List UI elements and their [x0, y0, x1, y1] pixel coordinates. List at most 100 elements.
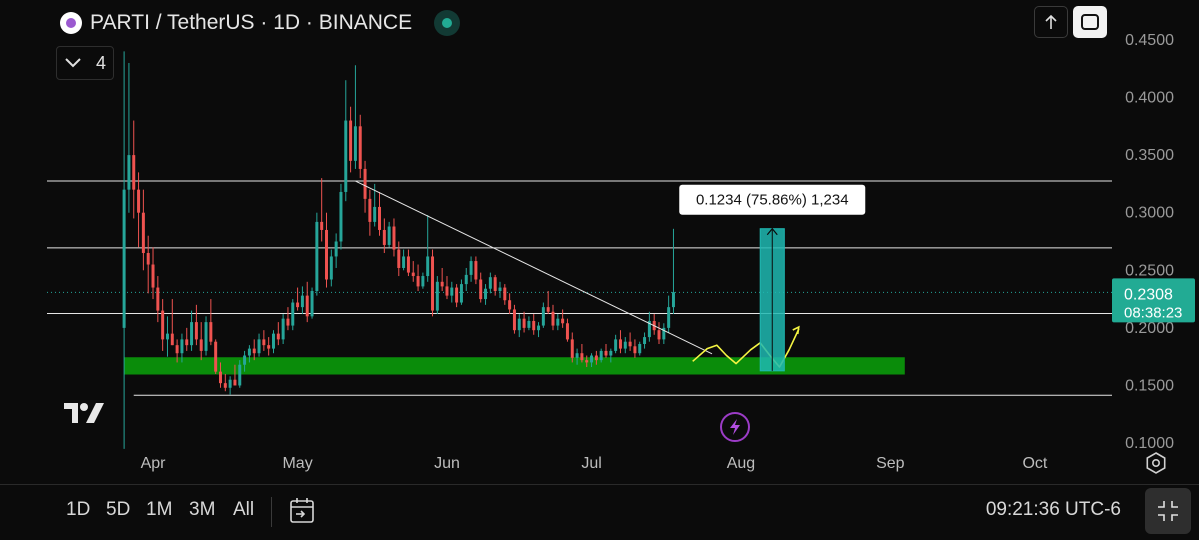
candle	[421, 272, 425, 289]
candle-body	[474, 261, 478, 280]
candle-body	[296, 302, 300, 308]
candle	[671, 228, 675, 315]
candle-body	[570, 339, 574, 358]
candle	[137, 172, 141, 248]
candle-body	[633, 346, 637, 354]
candle	[315, 212, 319, 296]
indicators-toggle[interactable]: 4	[56, 46, 114, 80]
candle-body	[291, 302, 295, 326]
candle-body	[459, 284, 463, 303]
support-zone[interactable]	[124, 357, 905, 375]
range-all-button[interactable]: All	[233, 499, 255, 520]
candle	[565, 318, 569, 342]
last-price-tag-bg	[1112, 278, 1195, 323]
candle-body	[349, 120, 353, 161]
candle	[243, 350, 247, 372]
candle	[252, 339, 256, 361]
symbol-title[interactable]: PARTI / TetherUS · 1D · BINANCE	[90, 11, 413, 34]
candle-body	[218, 371, 222, 384]
candle	[406, 249, 410, 277]
candle-body	[402, 256, 406, 268]
candle-body	[165, 333, 169, 340]
symbol-header[interactable]: PARTI / TetherUS · 1D · BINANCE	[60, 8, 461, 38]
candle	[300, 286, 304, 315]
chart-area[interactable]: 0.1234 (75.86%) 1,234 0.4500 0.4000 0.3500…	[0, 0, 1199, 484]
candle	[353, 65, 357, 169]
candle-body	[484, 288, 488, 300]
candle	[484, 284, 488, 305]
candle	[281, 314, 285, 344]
candle	[296, 287, 300, 311]
candle	[541, 302, 545, 328]
candle-body	[397, 249, 401, 268]
candle-body	[421, 276, 425, 287]
candle-body	[643, 337, 647, 344]
candle	[503, 284, 507, 305]
exit-fullscreen-button[interactable]	[1145, 488, 1191, 534]
candle	[643, 332, 647, 349]
candle	[392, 218, 396, 257]
bar-countdown: 08:38:23	[1124, 304, 1182, 321]
candle-body	[238, 364, 242, 386]
candle-body	[252, 348, 256, 354]
rotate-screen-button[interactable]	[1073, 6, 1107, 38]
candle	[310, 287, 314, 319]
candle	[291, 299, 295, 331]
lightning-icon[interactable]	[720, 412, 750, 442]
candle-body	[599, 350, 603, 361]
candle-body	[305, 295, 309, 317]
price-chart[interactable]: 0.1234 (75.86%) 1,234 0.4500 0.4000 0.3500…	[0, 0, 1199, 484]
chart-settings-button[interactable]	[1144, 451, 1168, 475]
candle	[455, 284, 459, 308]
candle-body	[382, 229, 386, 245]
range-label-text: 0.1234 (75.86%) 1,234	[696, 192, 849, 209]
candle-body	[209, 322, 213, 342]
candle	[435, 276, 439, 315]
candle-body	[141, 212, 145, 254]
candle-body	[358, 126, 362, 169]
candle-body	[455, 287, 459, 303]
candle-body	[127, 155, 131, 190]
candle	[214, 339, 218, 374]
candle-body	[190, 322, 194, 346]
candle-body	[623, 341, 627, 349]
candle	[233, 364, 237, 386]
y-axis-tick-label: 0.3000	[1125, 205, 1174, 222]
candle-body	[368, 198, 372, 222]
candle	[267, 337, 271, 356]
candle-body	[199, 339, 203, 351]
candle	[387, 221, 391, 248]
candle-body	[522, 318, 526, 328]
candle-body	[638, 344, 642, 354]
candle	[199, 322, 203, 361]
range-1m-button[interactable]: 1M	[146, 499, 173, 520]
candle	[488, 272, 492, 294]
candle-body	[614, 339, 618, 351]
candle	[218, 362, 222, 388]
range-5d-button[interactable]: 5D	[106, 499, 131, 520]
share-button[interactable]	[1034, 6, 1068, 38]
downtrend-line[interactable]	[355, 180, 713, 355]
candle	[652, 314, 656, 335]
candle-body	[185, 339, 189, 346]
range-3m-button[interactable]: 3M	[189, 499, 216, 520]
market-status-icon[interactable]	[434, 10, 461, 36]
candle	[551, 304, 555, 331]
candle-body	[537, 325, 541, 331]
candle-body	[671, 292, 675, 308]
candle	[575, 348, 579, 365]
clock-timezone[interactable]: 09:21:36 UTC-6	[985, 499, 1121, 520]
candle-body	[585, 360, 589, 363]
candle	[594, 350, 598, 365]
candle	[344, 80, 348, 202]
range-label: 0.1234 (75.86%) 1,234	[679, 184, 866, 215]
range-1d-button[interactable]: 1D	[66, 499, 91, 520]
candle-body	[180, 339, 184, 354]
candle-body	[647, 320, 651, 338]
go-to-date-icon[interactable]	[287, 496, 317, 526]
candle	[257, 333, 261, 357]
candle	[320, 178, 324, 242]
candle	[329, 249, 333, 287]
candle-body	[435, 281, 439, 311]
y-axis-tick-label: 0.1000	[1125, 435, 1174, 452]
